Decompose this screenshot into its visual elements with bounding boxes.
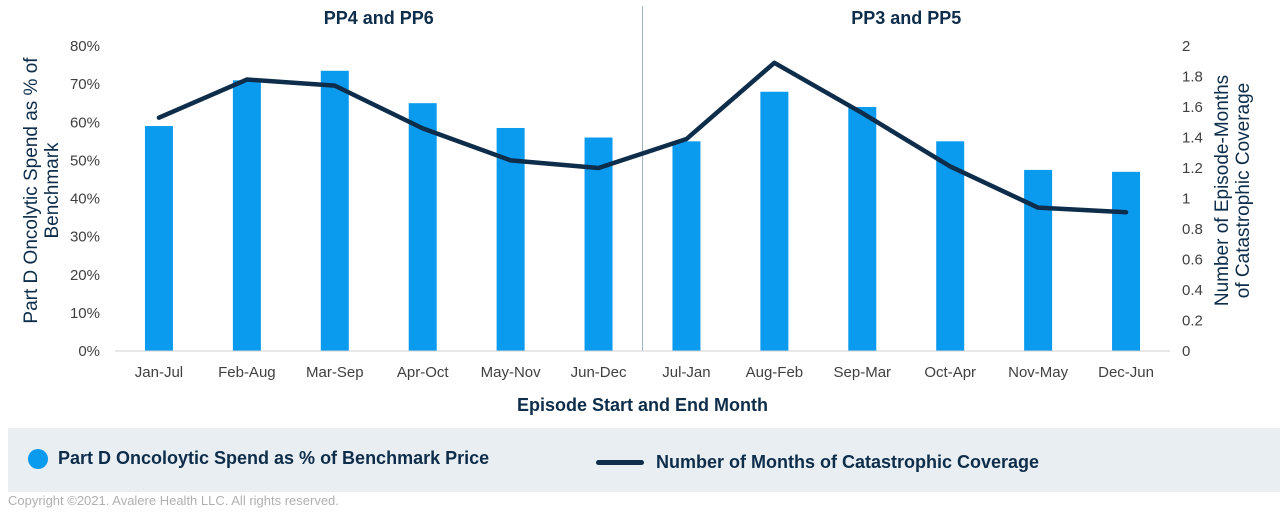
y-axis-title: Part D Oncolytic Spend as % ofBenchmark: [21, 57, 63, 324]
bar-8: [848, 107, 877, 351]
y-axis-title-line-1: Part D Oncolytic Spend as % of: [21, 57, 42, 324]
legend-item-line: Number of Months of Catastrophic Coverag…: [596, 452, 1039, 473]
line-series: [156, 60, 1129, 215]
y-tick-label-0: 0%: [78, 343, 100, 360]
y-tick-label-2: 20%: [70, 267, 100, 284]
y2-axis-title: Number of Episode-Monthsof Catastrophic …: [1212, 75, 1254, 306]
bar-0: [144, 126, 173, 351]
x-axis-title: Episode Start and End Month: [517, 395, 768, 415]
bar-10: [1024, 169, 1053, 351]
x-tick-label-2: Mar-Sep: [306, 364, 364, 381]
y2-tick-label-10: 2: [1182, 38, 1190, 55]
x-tick-label-5: Jun-Dec: [571, 364, 627, 381]
x-tick-label-6: Jul-Jan: [662, 364, 710, 381]
legend-line-label: Number of Months of Catastrophic Coverag…: [656, 452, 1040, 472]
y-tick-label-7: 70%: [70, 76, 100, 93]
y-tick-label-1: 10%: [70, 305, 100, 322]
x-tick-label-4: May-Nov: [481, 364, 542, 381]
y2-tick-label-6: 1.2: [1182, 160, 1203, 177]
y2-tick-label-1: 0.2: [1182, 313, 1203, 330]
x-tick-label-3: Apr-Oct: [397, 364, 450, 381]
x-tick-label-7: Aug-Feb: [746, 364, 804, 381]
copyright-notice: Copyright ©2021. Avalere Health LLC. All…: [8, 493, 339, 508]
bar-7: [760, 91, 789, 351]
group-title-1: PP3 and PP5: [851, 8, 961, 28]
y2-tick-label-7: 1.4: [1182, 130, 1203, 147]
legend: Part D Oncoloytic Spend as % of Benchmar…: [8, 428, 1280, 492]
x-tick-label-9: Oct-Apr: [924, 364, 976, 381]
bar-5: [584, 137, 613, 351]
bar-9: [936, 141, 965, 351]
bar-1: [232, 80, 261, 351]
y2-tick-label-9: 1.8: [1182, 69, 1203, 86]
bar-3: [408, 103, 437, 351]
y2-tick-label-8: 1.6: [1182, 99, 1203, 116]
group-title-0: PP4 and PP6: [324, 8, 434, 28]
y-axis-title-line-2: Benchmark: [42, 142, 63, 239]
bar-4: [496, 127, 525, 351]
y-tick-label-3: 30%: [70, 229, 100, 246]
y2-tick-label-5: 1: [1182, 191, 1190, 208]
x-tick-label-0: Jan-Jul: [135, 364, 183, 381]
y-tick-label-6: 60%: [70, 114, 100, 131]
x-tick-label-1: Feb-Aug: [218, 364, 276, 381]
bar-series-swatch-icon: [28, 448, 48, 469]
bar-2: [320, 70, 349, 351]
y2-axis-title-line-2: of Catastrophic Coverage: [1233, 83, 1254, 298]
y-tick-label-4: 40%: [70, 191, 100, 208]
legend-bar-label: Part D Oncoloytic Spend as % of Benchmar…: [58, 448, 490, 468]
bar-11: [1112, 171, 1141, 351]
y-tick-label-5: 50%: [70, 152, 100, 169]
y2-axis-title-line-1: Number of Episode-Months: [1212, 75, 1233, 306]
combo-chart: PP4 and PP6 PP3 and PP5 Jan-Jul Feb-Aug Mar…: [21, 6, 1254, 415]
y-tick-label-8: 80%: [70, 38, 100, 55]
x-tick-label-10: Nov-May: [1008, 364, 1069, 381]
x-tick-label-8: Sep-Mar: [834, 364, 892, 381]
y2-tick-label-3: 0.6: [1182, 252, 1203, 269]
line-series-swatch-icon: [596, 460, 644, 465]
bar-6: [672, 141, 701, 351]
y2-tick-label-0: 0: [1182, 343, 1190, 360]
legend-item-bars: Part D Oncoloytic Spend as % of Benchmar…: [28, 448, 489, 469]
x-tick-label-11: Dec-Jun: [1098, 364, 1154, 381]
y2-tick-label-4: 0.8: [1182, 221, 1203, 238]
y2-tick-label-2: 0.4: [1182, 282, 1203, 299]
